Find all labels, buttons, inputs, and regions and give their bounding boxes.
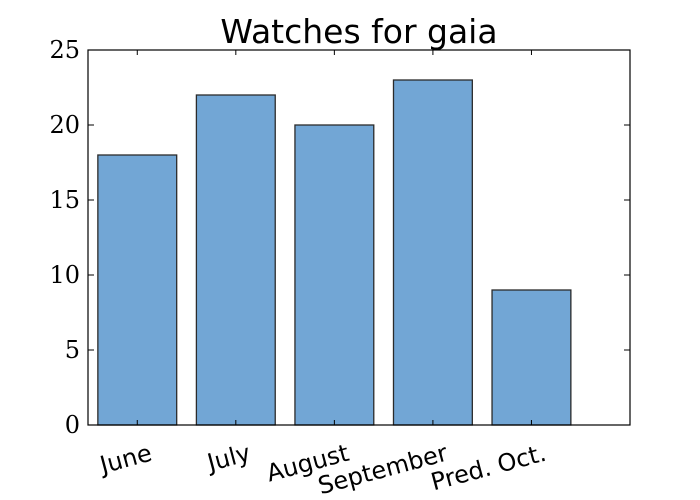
y-tick-label: 0 — [65, 411, 80, 439]
y-tick-label: 5 — [65, 336, 80, 364]
x-tick-label: June — [95, 439, 155, 480]
bars-group — [97, 79, 572, 426]
bar-august — [294, 124, 375, 426]
y-tick-label: 10 — [49, 261, 80, 289]
bar-september — [392, 79, 473, 426]
y-tick-label: 15 — [49, 186, 80, 214]
bar-july — [195, 94, 276, 426]
y-tick-label: 25 — [49, 36, 80, 64]
plot-frame — [87, 49, 631, 426]
x-tick-label: July — [202, 439, 253, 478]
bar-june — [97, 154, 178, 426]
y-tick-label: 20 — [49, 111, 80, 139]
x-tick-label: Pred. Oct. — [428, 439, 549, 497]
chart-title: Watches for gaia — [220, 12, 497, 51]
bar-pred-oct — [491, 289, 572, 426]
